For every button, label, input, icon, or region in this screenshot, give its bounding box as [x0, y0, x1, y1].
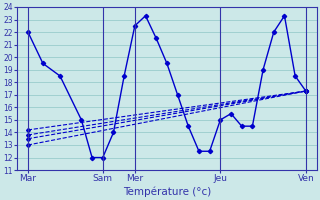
X-axis label: Température (°c): Température (°c)	[123, 186, 211, 197]
